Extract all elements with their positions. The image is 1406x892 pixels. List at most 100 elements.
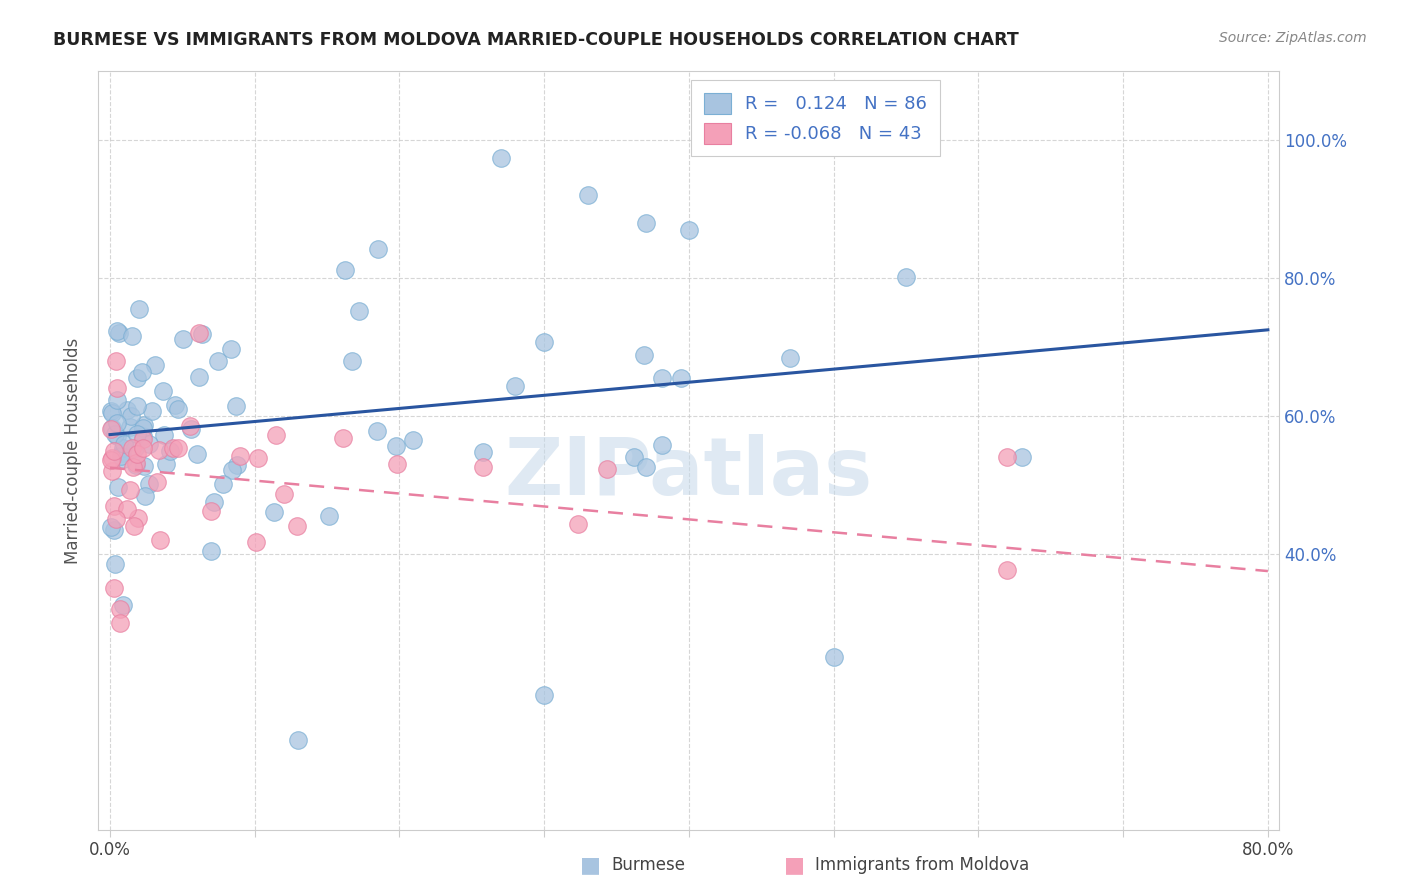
Point xyxy=(634,459,657,474)
Point xyxy=(107,480,129,494)
Point xyxy=(533,688,555,702)
Point xyxy=(110,449,132,463)
Text: ■: ■ xyxy=(581,855,600,875)
Point xyxy=(101,421,124,435)
Text: Immigrants from Moldova: Immigrants from Moldova xyxy=(815,856,1029,874)
Point xyxy=(105,325,128,339)
Point xyxy=(138,436,160,450)
Point xyxy=(596,462,619,476)
Point xyxy=(188,326,211,341)
Point xyxy=(146,475,169,489)
Point xyxy=(402,433,425,447)
Point xyxy=(823,650,845,665)
Point xyxy=(533,334,555,349)
Text: Burmese: Burmese xyxy=(612,856,686,874)
Point xyxy=(132,429,155,443)
Point xyxy=(100,406,122,420)
Point xyxy=(186,447,208,461)
Point xyxy=(112,452,135,467)
Point xyxy=(100,453,122,467)
Point xyxy=(124,441,146,455)
Y-axis label: Married-couple Households: Married-couple Households xyxy=(65,337,83,564)
Point xyxy=(172,332,194,346)
Point xyxy=(121,329,143,343)
Point xyxy=(134,489,156,503)
Point xyxy=(108,602,131,616)
Point xyxy=(104,512,127,526)
Point xyxy=(634,216,657,230)
Text: ■: ■ xyxy=(785,855,804,875)
Point xyxy=(134,418,156,433)
Point xyxy=(155,457,177,471)
Point xyxy=(385,457,408,471)
Point xyxy=(124,456,146,470)
Point xyxy=(104,354,127,368)
Point xyxy=(633,348,655,362)
Point xyxy=(115,402,138,417)
Point xyxy=(105,393,128,408)
Point xyxy=(103,443,125,458)
Point xyxy=(200,504,222,518)
Point xyxy=(1011,450,1033,465)
Point xyxy=(138,476,160,491)
Point xyxy=(385,439,408,453)
Point xyxy=(120,420,142,434)
Point xyxy=(125,458,148,472)
Point xyxy=(894,270,917,285)
Point xyxy=(669,371,692,385)
Point xyxy=(995,450,1018,465)
Point xyxy=(200,544,222,558)
Point xyxy=(318,509,340,524)
Point xyxy=(107,326,129,340)
Point xyxy=(132,432,155,446)
Point xyxy=(152,384,174,399)
Point xyxy=(122,460,145,475)
Point xyxy=(100,422,122,436)
Point xyxy=(211,477,233,491)
Point xyxy=(112,598,135,612)
Point xyxy=(104,426,127,441)
Point xyxy=(623,450,645,464)
Point xyxy=(105,429,128,443)
Point xyxy=(148,443,170,458)
Point xyxy=(111,441,134,455)
Point xyxy=(105,416,128,430)
Point xyxy=(263,505,285,519)
Point xyxy=(228,449,250,463)
Point xyxy=(221,462,243,476)
Point xyxy=(678,223,700,237)
Text: BURMESE VS IMMIGRANTS FROM MOLDOVA MARRIED-COUPLE HOUSEHOLDS CORRELATION CHART: BURMESE VS IMMIGRANTS FROM MOLDOVA MARRI… xyxy=(53,31,1019,49)
Point xyxy=(101,451,124,466)
Point xyxy=(132,441,155,455)
Point xyxy=(202,494,225,508)
Point xyxy=(576,188,599,202)
Point xyxy=(143,358,166,372)
Point xyxy=(245,535,267,549)
Point xyxy=(489,151,512,165)
Legend: R =   0.124   N = 86, R = -0.068   N = 43: R = 0.124 N = 86, R = -0.068 N = 43 xyxy=(692,80,939,156)
Point xyxy=(471,445,494,459)
Point xyxy=(125,399,148,413)
Point xyxy=(125,447,148,461)
Point xyxy=(349,303,371,318)
Point xyxy=(141,404,163,418)
Point xyxy=(503,379,526,393)
Point xyxy=(332,431,354,445)
Point xyxy=(264,428,287,442)
Point xyxy=(121,442,143,456)
Point xyxy=(779,351,801,366)
Point xyxy=(125,371,148,385)
Point xyxy=(207,354,229,368)
Point xyxy=(472,460,495,475)
Point xyxy=(285,519,308,533)
Point xyxy=(167,401,190,416)
Point xyxy=(100,520,122,534)
Point xyxy=(125,427,148,442)
Point xyxy=(246,450,269,465)
Point xyxy=(163,398,186,412)
Point xyxy=(117,501,139,516)
Point xyxy=(131,365,153,379)
Point xyxy=(104,558,127,572)
Point xyxy=(221,342,243,356)
Point xyxy=(179,419,201,434)
